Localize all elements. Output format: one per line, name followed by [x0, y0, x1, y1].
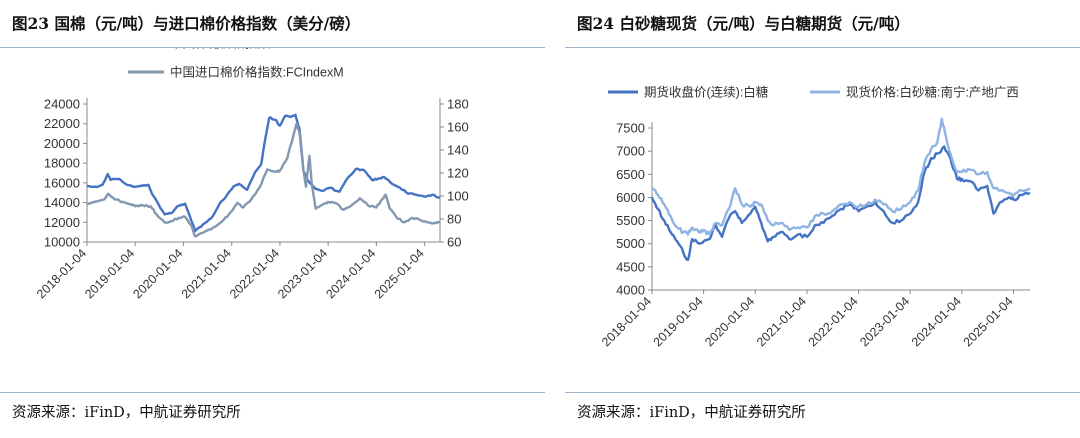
y-tick-label-left: 18000	[44, 156, 80, 171]
x-tick-label: 2024-01-04	[323, 246, 378, 301]
y-tick-label-left: 7000	[616, 144, 645, 159]
series-line	[86, 122, 441, 238]
x-tick-label: 2024-01-04	[909, 294, 964, 349]
legend-label: 期货收盘价(连续):白糖	[644, 85, 769, 100]
chart-source: 资源来源：iFinD，中航证券研究所	[577, 405, 806, 421]
title-divider	[0, 47, 545, 48]
x-tick-label: 2020-01-04	[702, 294, 757, 349]
series-line	[650, 145, 1031, 262]
cotton-price-chart: 10000 12000 14000 16000 18000 20000 22000 24000…	[34, 48, 469, 301]
cotton-chart-panel: 图23 国棉（元/吨）与进口棉价格指数（美分/磅） 10000 12000 1400…	[0, 14, 545, 421]
y-tick-label-left: 7500	[616, 121, 645, 136]
chart-source: 资源来源：iFinD，中航证券研究所	[12, 405, 241, 421]
sugar-price-chart: 4000 4500 5000 5500 6000 6500 7000 7500 2018-01-…	[599, 85, 1031, 349]
series-line	[651, 117, 1031, 236]
x-tick-label: 2019-01-04	[651, 294, 706, 349]
y-tick-label-left: 5000	[616, 236, 645, 251]
y-tick-label-right: 60	[447, 235, 461, 250]
x-tick-label: 2025-01-04	[372, 246, 427, 301]
title-divider	[565, 47, 1080, 48]
x-tick-label: 2018-01-04	[599, 294, 654, 349]
x-tick-label: 2021-01-04	[754, 294, 809, 349]
y-tick-label-left: 16000	[44, 175, 80, 190]
y-tick-label-left: 5500	[616, 213, 645, 228]
y-tick-label-left: 12000	[44, 215, 80, 230]
chart-title: 图24 白砂糖现货（元/吨）与白糖期货（元/吨）	[577, 14, 910, 33]
series-line	[86, 113, 441, 233]
x-tick-label: 2022-01-04	[806, 294, 861, 349]
y-tick-label-left: 6500	[616, 167, 645, 182]
chart-title: 图23 国棉（元/吨）与进口棉价格指数（美分/磅）	[12, 14, 361, 33]
legend-label: 现货价格:白砂糖:南宁:产地广西	[846, 85, 1019, 100]
x-tick-label: 2023-01-04	[857, 294, 912, 349]
source-divider	[565, 392, 1080, 393]
x-tick-label: 2022-01-04	[227, 246, 282, 301]
y-tick-label-left: 10000	[44, 235, 80, 250]
y-tick-label-left: 24000	[44, 97, 80, 112]
legend-label: 中国进口棉价格指数:FCIndexM	[170, 65, 344, 80]
y-tick-label-left: 4500	[616, 259, 645, 274]
y-tick-label-right: 100	[447, 189, 469, 204]
y-tick-label-left: 6000	[616, 190, 645, 205]
x-tick-label: 2018-01-04	[34, 246, 89, 301]
x-tick-label: 2023-01-04	[275, 246, 330, 301]
y-tick-label-right: 140	[447, 143, 469, 158]
y-tick-label-left: 4000	[616, 283, 645, 298]
y-tick-label-right: 160	[447, 120, 469, 135]
y-tick-label-left: 20000	[44, 136, 80, 151]
x-tick-label: 2020-01-04	[130, 246, 185, 301]
y-tick-label-right: 180	[447, 97, 469, 112]
y-tick-label-right: 80	[447, 212, 461, 227]
legend-label: 中国棉花价格指数:CCIndex:3128B	[170, 48, 362, 51]
y-tick-label-right: 120	[447, 166, 469, 181]
sugar-chart-panel: 图24 白砂糖现货（元/吨）与白糖期货（元/吨） 4000 4500 5000 550…	[565, 0, 1080, 438]
x-tick-label: 2021-01-04	[179, 246, 234, 301]
source-divider	[0, 392, 545, 393]
y-tick-label-left: 22000	[44, 116, 80, 131]
x-tick-label: 2019-01-04	[82, 246, 137, 301]
x-tick-label: 2025-01-04	[961, 294, 1016, 349]
y-tick-label-left: 14000	[44, 195, 80, 210]
